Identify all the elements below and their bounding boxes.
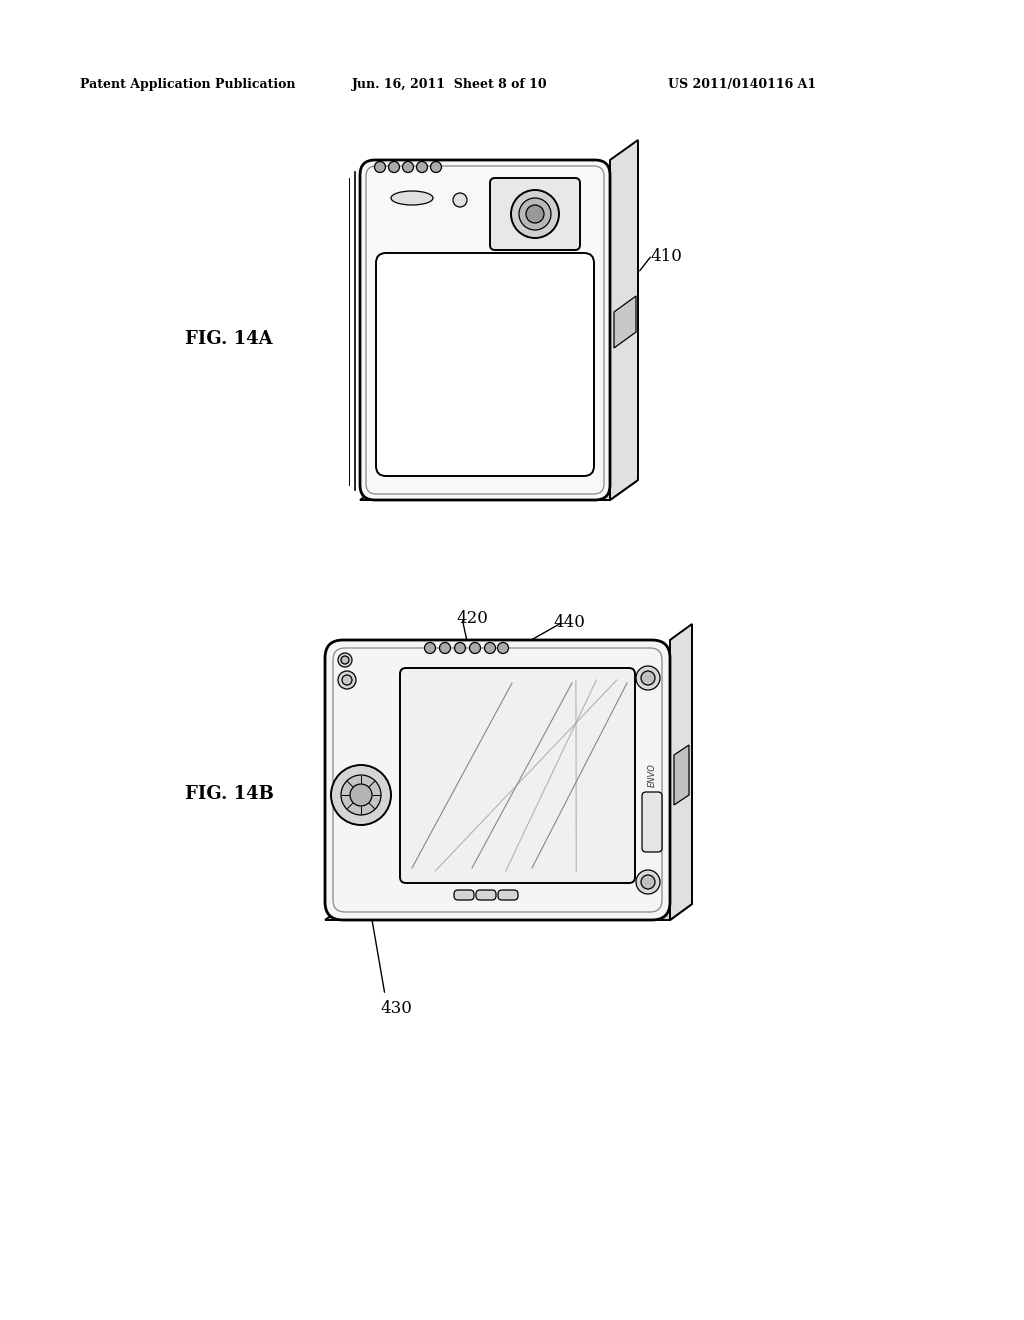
FancyBboxPatch shape (360, 160, 610, 500)
Circle shape (511, 190, 559, 238)
Circle shape (341, 656, 349, 664)
Circle shape (338, 653, 352, 667)
Text: ENVO: ENVO (647, 763, 656, 787)
Polygon shape (614, 296, 636, 348)
Circle shape (498, 643, 509, 653)
Text: 440: 440 (553, 614, 585, 631)
Circle shape (484, 643, 496, 653)
Polygon shape (610, 140, 638, 500)
FancyBboxPatch shape (642, 792, 662, 851)
Circle shape (341, 775, 381, 814)
Text: 430: 430 (380, 1001, 412, 1016)
Circle shape (636, 870, 660, 894)
Ellipse shape (391, 191, 433, 205)
FancyBboxPatch shape (376, 253, 594, 477)
Circle shape (342, 675, 352, 685)
Circle shape (469, 643, 480, 653)
Circle shape (455, 643, 466, 653)
Circle shape (402, 161, 414, 173)
Text: 440: 440 (490, 162, 522, 180)
Circle shape (430, 161, 441, 173)
Text: 420: 420 (456, 610, 487, 627)
Circle shape (375, 161, 385, 173)
Circle shape (636, 667, 660, 690)
Polygon shape (670, 624, 692, 920)
FancyBboxPatch shape (454, 890, 474, 900)
Text: Jun. 16, 2011  Sheet 8 of 10: Jun. 16, 2011 Sheet 8 of 10 (352, 78, 548, 91)
Circle shape (519, 198, 551, 230)
Polygon shape (325, 904, 692, 920)
Circle shape (350, 784, 372, 807)
Text: FIG. 14A: FIG. 14A (185, 330, 272, 348)
FancyBboxPatch shape (325, 640, 670, 920)
Polygon shape (360, 480, 638, 500)
Circle shape (425, 643, 435, 653)
Circle shape (331, 766, 391, 825)
Polygon shape (674, 744, 689, 805)
Text: US 2011/0140116 A1: US 2011/0140116 A1 (668, 78, 816, 91)
Circle shape (439, 643, 451, 653)
Circle shape (417, 161, 427, 173)
FancyBboxPatch shape (476, 890, 496, 900)
Circle shape (453, 193, 467, 207)
Circle shape (641, 671, 655, 685)
FancyBboxPatch shape (498, 890, 518, 900)
Circle shape (526, 205, 544, 223)
Circle shape (338, 671, 356, 689)
Text: 410: 410 (650, 248, 682, 265)
Circle shape (388, 161, 399, 173)
FancyBboxPatch shape (490, 178, 580, 249)
Text: Patent Application Publication: Patent Application Publication (80, 78, 296, 91)
Text: FIG. 14B: FIG. 14B (185, 785, 273, 803)
FancyBboxPatch shape (400, 668, 635, 883)
Circle shape (641, 875, 655, 888)
